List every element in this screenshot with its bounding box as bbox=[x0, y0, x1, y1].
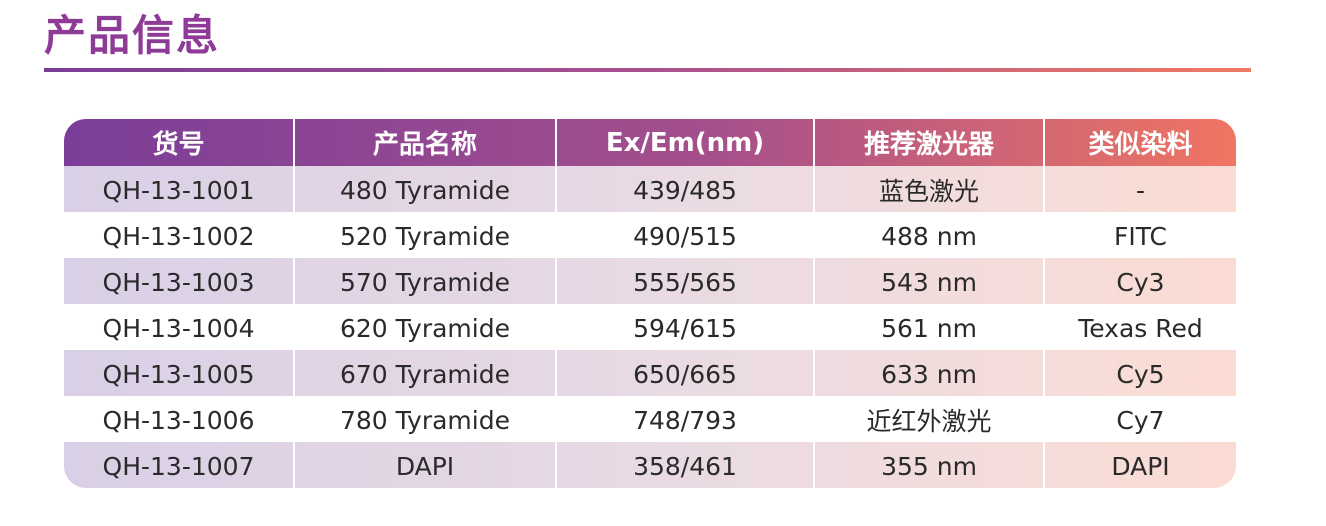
header-product-name: 产品名称 bbox=[295, 119, 557, 166]
header-catalog-no: 货号 bbox=[64, 119, 295, 166]
cell-similar-dye: Texas Red bbox=[1078, 313, 1203, 343]
cell-similar-dye: DAPI bbox=[1111, 451, 1170, 481]
table-row: QH-13-1001 480 Tyramide 439/485 蓝色激光 - bbox=[64, 166, 1236, 212]
cell-catalog-no: QH-13-1002 bbox=[64, 212, 295, 258]
cell-catalog-no: QH-13-1006 bbox=[64, 396, 295, 442]
cell-ex-em: 490/515 bbox=[557, 212, 815, 258]
cell-ex-em: 650/665 bbox=[557, 350, 815, 396]
cell-product-name: 520 Tyramide bbox=[295, 212, 557, 258]
cell-catalog-no: QH-13-1007 bbox=[64, 442, 295, 488]
cell-product-name: DAPI bbox=[295, 442, 557, 488]
cell-laser: 561 nm bbox=[815, 304, 1045, 350]
cell-catalog-no: QH-13-1001 bbox=[64, 166, 295, 212]
cell-product-name: 670 Tyramide bbox=[295, 350, 557, 396]
table-row: QH-13-1002 520 Tyramide 490/515 488 nm F… bbox=[64, 212, 1236, 258]
cell-similar-dye: Cy7 bbox=[1116, 405, 1165, 435]
table-row: QH-13-1004 620 Tyramide 594/615 561 nm T… bbox=[64, 304, 1236, 350]
header-ex-em: Ex/Em(nm) bbox=[557, 119, 815, 166]
cell-laser: 蓝色激光 bbox=[815, 166, 1045, 212]
cell-ex-em: 555/565 bbox=[557, 258, 815, 304]
page-title: 产品信息 bbox=[44, 11, 221, 60]
table-row: QH-13-1006 780 Tyramide 748/793 近红外激光 Cy… bbox=[64, 396, 1236, 442]
cell-similar-dye: - bbox=[1135, 175, 1146, 205]
cell-catalog-no: QH-13-1003 bbox=[64, 258, 295, 304]
cell-ex-em: 594/615 bbox=[557, 304, 815, 350]
table-header-row: 货号 产品名称 Ex/Em(nm) 推荐激光器 类似染料 bbox=[64, 119, 1236, 166]
cell-product-name: 570 Tyramide bbox=[295, 258, 557, 304]
cell-similar-dye: FITC bbox=[1113, 221, 1167, 251]
title-underline bbox=[44, 68, 1251, 72]
header-similar-dye: 类似染料 bbox=[1088, 130, 1193, 160]
cell-product-name: 780 Tyramide bbox=[295, 396, 557, 442]
cell-product-name: 480 Tyramide bbox=[295, 166, 557, 212]
cell-laser: 543 nm bbox=[815, 258, 1045, 304]
cell-similar-dye: Cy5 bbox=[1116, 359, 1165, 389]
cell-ex-em: 748/793 bbox=[557, 396, 815, 442]
header-laser: 推荐激光器 bbox=[815, 119, 1045, 166]
cell-laser: 488 nm bbox=[815, 212, 1045, 258]
cell-catalog-no: QH-13-1004 bbox=[64, 304, 295, 350]
cell-laser: 近红外激光 bbox=[815, 396, 1045, 442]
table-row: QH-13-1003 570 Tyramide 555/565 543 nm C… bbox=[64, 258, 1236, 304]
cell-laser: 633 nm bbox=[815, 350, 1045, 396]
cell-laser: 355 nm bbox=[815, 442, 1045, 488]
table-row: QH-13-1007 DAPI 358/461 355 nm DAPI bbox=[64, 442, 1236, 488]
cell-similar-dye: Cy3 bbox=[1116, 267, 1165, 297]
cell-ex-em: 439/485 bbox=[557, 166, 815, 212]
product-table: 货号 产品名称 Ex/Em(nm) 推荐激光器 类似染料 QH-13-1001 … bbox=[64, 119, 1236, 488]
cell-ex-em: 358/461 bbox=[557, 442, 815, 488]
cell-product-name: 620 Tyramide bbox=[295, 304, 557, 350]
table-row: QH-13-1005 670 Tyramide 650/665 633 nm C… bbox=[64, 350, 1236, 396]
cell-catalog-no: QH-13-1005 bbox=[64, 350, 295, 396]
